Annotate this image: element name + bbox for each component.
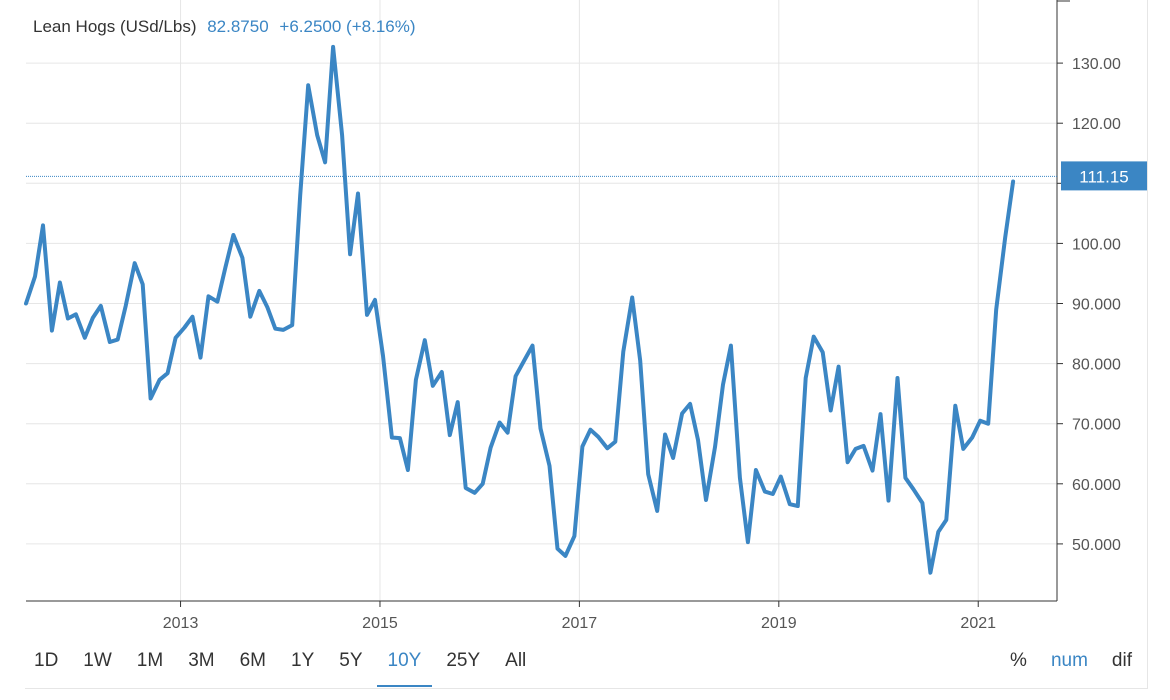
y-tick-label: 80.000 (1072, 357, 1121, 374)
axes (26, 0, 1070, 607)
time-range-selector: 1D 1W 1M 3M 6M 1Y 5Y 10Y 25Y All (34, 646, 551, 687)
x-tick-label: 2013 (163, 615, 199, 632)
last-price: 82.8750 (207, 17, 269, 36)
y-tick-label: 120.00 (1072, 116, 1121, 133)
mode-button-percent[interactable]: % (1010, 650, 1027, 671)
range-button-1y[interactable]: 1Y (291, 650, 315, 671)
range-button-6m[interactable]: 6M (239, 650, 267, 671)
price-change: +6.2500 (+8.16%) (279, 17, 416, 36)
x-tick-label: 2015 (362, 615, 398, 632)
range-button-5y[interactable]: 5Y (339, 650, 363, 671)
tick-labels: 50.00060.00070.00080.00090.000100.00110.… (163, 56, 1147, 632)
range-button-1m[interactable]: 1M (136, 650, 164, 671)
y-tick-label: 90.000 (1072, 297, 1121, 314)
instrument-title: Lean Hogs (USd/Lbs) (33, 17, 197, 36)
range-button-3m[interactable]: 3M (188, 650, 215, 671)
last-value-label: 111.15 (1079, 167, 1128, 186)
range-button-1w[interactable]: 1W (83, 650, 112, 671)
y-tick-label: 130.00 (1072, 56, 1121, 73)
y-tick-label: 50.000 (1072, 537, 1121, 554)
right-divider (1147, 0, 1148, 689)
chart-header: Lean Hogs (USd/Lbs) 82.8750 +6.2500 (+8.… (33, 17, 422, 37)
last-value-badge (1061, 161, 1147, 191)
display-mode-selector: % num dif (986, 646, 1132, 676)
x-tick-label: 2019 (761, 615, 797, 632)
series-layer (24, 44, 1057, 575)
mode-button-dif[interactable]: dif (1111, 650, 1132, 671)
range-button-10y[interactable]: 10Y (376, 646, 433, 687)
range-button-1d[interactable]: 1D (34, 650, 59, 671)
mode-button-num[interactable]: num (1050, 650, 1088, 671)
x-tick-label: 2017 (562, 615, 598, 632)
range-button-all[interactable]: All (505, 650, 527, 671)
x-tick-label: 2021 (960, 615, 996, 632)
y-tick-label: 70.000 (1072, 417, 1121, 434)
y-tick-label: 60.000 (1072, 477, 1121, 494)
grid-lines (26, 0, 1057, 601)
range-button-25y[interactable]: 25Y (446, 650, 481, 671)
series-line-0 (24, 44, 1016, 575)
bottom-divider (25, 688, 1147, 689)
y-tick-label: 100.00 (1072, 236, 1121, 253)
